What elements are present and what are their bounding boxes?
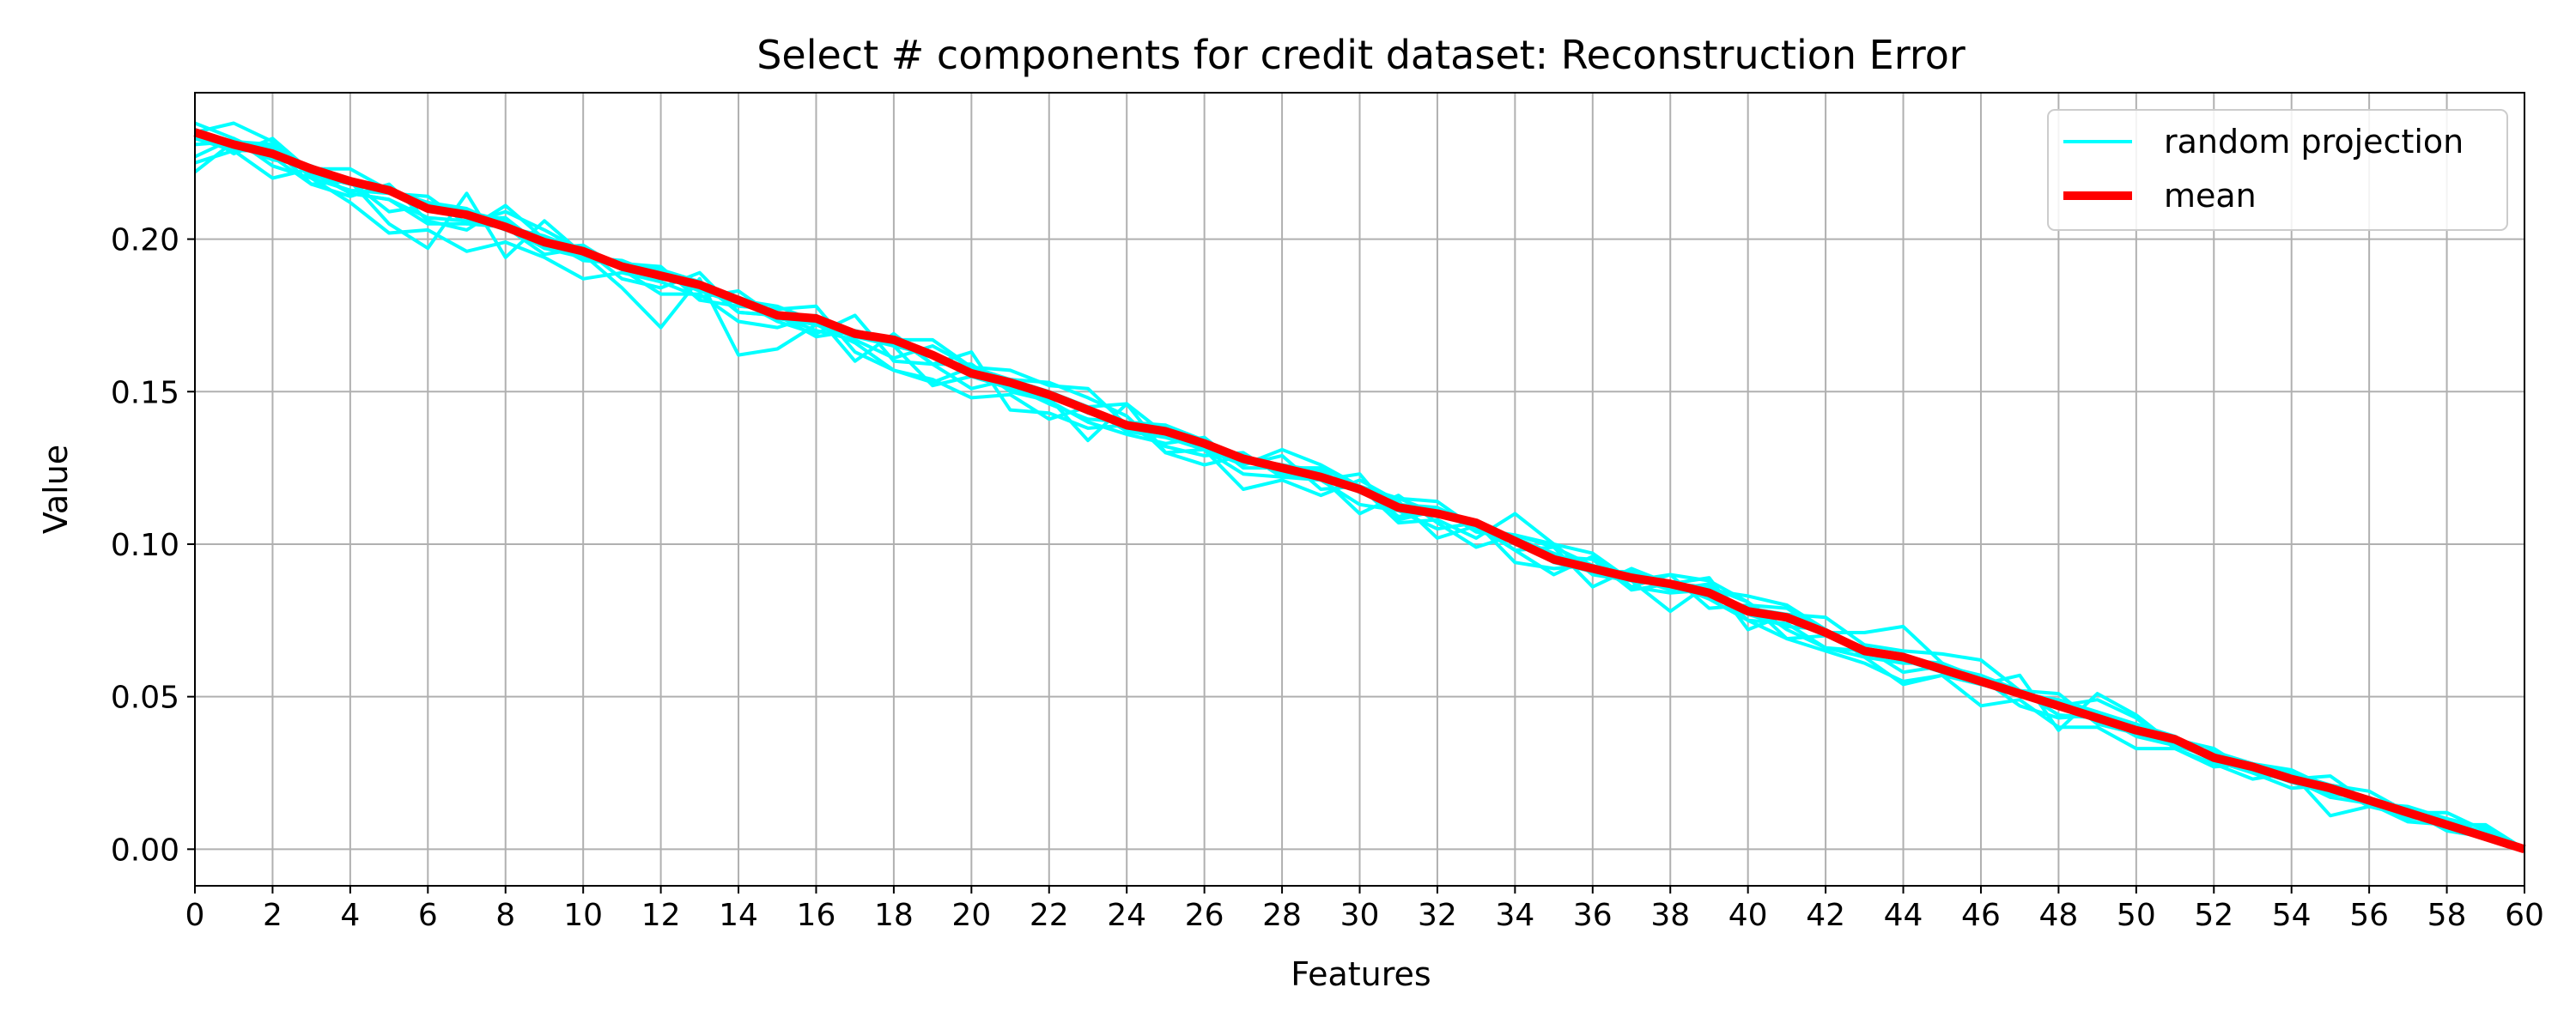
mean-line [193,128,2526,854]
x-tick-label: 8 [495,898,515,933]
x-tick-label: 28 [1262,898,1302,933]
legend: random projection mean [2047,109,2508,231]
x-axis-label: Features [1291,955,1431,993]
x-tick-label: 20 [951,898,991,933]
x-tick-label: 2 [263,898,283,933]
axis-ticks: 0 2 4 6 8 10 12 14 16 18 20 22 24 26 28 30 32 34 36 38 40 42 4… [111,223,2544,933]
x-tick-label: 38 [1650,898,1690,933]
y-axis-label: Value [37,445,75,534]
legend-box [2047,109,2508,231]
mean-line-group [193,128,2526,854]
legend-label-random-projection: random projection [2164,123,2464,161]
x-tick-label: 44 [1884,898,1923,933]
x-tick-label: 42 [1806,898,1845,933]
random-projection-line [194,139,2525,851]
x-tick-label: 12 [641,898,681,933]
x-tick-label: 58 [2427,898,2467,933]
x-tick-label: 54 [2272,898,2312,933]
y-tick-label: 0.00 [111,833,179,868]
x-tick-label: 26 [1185,898,1224,933]
x-tick-label: 24 [1107,898,1146,933]
y-tick-label: 0.05 [111,681,179,716]
x-tick-label: 50 [2117,898,2156,933]
legend-label-mean: mean [2164,177,2257,215]
x-tick-label: 32 [1418,898,1457,933]
y-tick-label: 0.20 [111,223,179,258]
x-tick-label: 52 [2194,898,2233,933]
x-tick-label: 14 [719,898,758,933]
y-tick-label: 0.10 [111,528,179,563]
x-tick-label: 4 [340,898,360,933]
x-tick-label: 10 [563,898,603,933]
x-tick-label: 34 [1495,898,1534,933]
x-tick-label: 40 [1728,898,1768,933]
x-tick-label: 0 [185,898,205,933]
x-tick-label: 30 [1340,898,1380,933]
x-tick-label: 16 [797,898,836,933]
x-tick-label: 56 [2349,898,2389,933]
x-tick-label: 60 [2505,898,2544,933]
x-tick-label: 46 [1961,898,2001,933]
x-tick-label: 22 [1030,898,1069,933]
x-tick-label: 36 [1573,898,1613,933]
x-tick-label: 18 [874,898,914,933]
grid-lines [194,93,2525,886]
x-tick-label: 6 [418,898,438,933]
y-tick-label: 0.15 [111,375,179,410]
chart-title: Select # components for credit dataset: … [756,32,1965,78]
x-tick-label: 48 [2038,898,2078,933]
